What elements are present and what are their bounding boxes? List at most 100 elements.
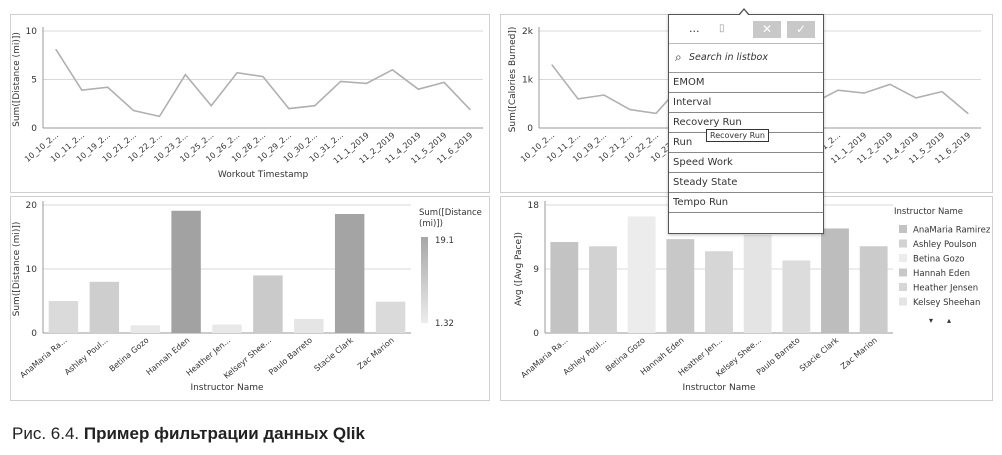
bar [666,239,695,333]
distance-bar-panel: 0 10 20 Sum([Distance (mi)]) AnaMaria Ra... A… [10,196,490,401]
y-axis-title: Avg ([Avg Pace]) [514,232,524,306]
data-point [391,69,394,71]
y-tick-label: 20 [26,201,38,211]
popup-arrow-fill [739,10,749,16]
bar [743,234,772,333]
data-point [577,98,579,100]
legend-item-label: Betina Gozo [913,255,965,265]
legend-scroll-down-icon: ▾ [929,316,933,325]
search-icon: ⌕ [675,50,682,64]
data-point [314,105,316,107]
y-tick-label: 0 [31,124,37,134]
bar [212,324,242,333]
bar [130,325,160,333]
x-tick-label: Ashley Poul... [63,336,110,377]
data-point [132,109,135,112]
listbox-item[interactable]: EMOM [669,73,823,93]
legend-item-label: Ashley Poulson [913,240,977,250]
cancel-selection-button[interactable]: ✕ [753,21,781,38]
data-point [184,74,186,76]
data-point [603,94,605,96]
y-tick-label: 1k [522,76,534,86]
listbox-popup: ... ▯ ✕ ✓ ⌕ Search in listbox EMOM Interv… [668,14,824,234]
data-point [340,80,342,83]
bar [859,246,888,333]
y-tick-label: 2k [522,27,534,37]
page-icon[interactable]: ▯ [719,23,725,34]
legend-swatch [899,297,907,306]
y-axis-title: Sum([Distance (mi)]) [12,222,22,317]
listbox-item[interactable]: Interval [669,93,823,113]
bar [821,228,849,333]
data-point [629,108,631,111]
legend-swatch [899,283,907,291]
caption-prefix: Рис. 6.4. [12,424,80,443]
listbox-toolbar: ... ▯ ✕ ✓ [669,15,823,44]
bar [589,246,617,333]
x-axis-title: Instructor Name [190,383,264,393]
bar [48,301,79,333]
data-point [915,97,917,99]
more-options-icon[interactable]: ... [689,22,700,35]
y-tick-label: 9 [533,265,539,275]
listbox-tooltip: Recovery Run [706,129,769,142]
data-point [889,83,891,85]
y-tick-label: 0 [31,329,37,339]
legend-min-label: 1.32 [435,319,454,329]
data-point [81,89,83,91]
x-tick-label: Stacie Clark [313,335,356,373]
legend-item-label: AnaMaria Ramirez [913,226,991,236]
data-point [107,86,109,88]
listbox-item[interactable]: Run [669,133,823,153]
pace-bar-chart: 0 9 18 Avg ([Avg Pace]) AnaMaria Ra... Ashley… [514,201,991,393]
legend-max-label: 19.1 [435,236,454,246]
y-tick-label: 0 [527,124,533,134]
legend-swatch [899,225,907,233]
x-tick-label: Zac Marion [839,336,879,372]
series-line [55,49,471,118]
confirm-selection-button[interactable]: ✓ [787,21,815,38]
listbox-search[interactable]: ⌕ Search in listbox [669,44,823,73]
bar [89,281,120,333]
legend-title-line1: Sum([Distance [419,208,482,218]
listbox-item[interactable]: Tempo Run [669,193,823,213]
listbox-item[interactable]: Speed Work [669,153,823,173]
legend-scroll-up-icon: ▴ [947,316,951,325]
y-tick-label: 0 [533,329,539,339]
listbox-item[interactable]: Steady State [669,173,823,193]
legend-swatch [899,254,907,262]
data-point [365,82,368,84]
data-point [288,108,290,110]
x-tick-label: AnaMaria Ra... [18,336,68,380]
x-tick-label: Betina Gozo [108,336,151,374]
data-point [551,64,553,66]
y-axis-title: Sum([Distance (mi)]) [12,32,22,127]
bar [550,241,579,333]
caption-title: Пример фильтрации данных Qlik [83,424,365,443]
x-tick-label: AnaMaria Ra... [519,336,569,380]
data-point [210,105,212,107]
x-tick-label: Stacie Clark [798,335,841,373]
bar [253,275,283,333]
legend-gradient [421,237,428,323]
y-tick-label: 5 [31,76,37,86]
bar [627,216,656,333]
bar [375,301,406,333]
data-point [941,91,943,93]
legend-title: Instructor Name [894,207,963,217]
legend-item-label: Kelsey Sheehan [913,298,980,308]
legend-item-label: Hannah Eden [913,269,970,279]
distance-bar-chart: 0 10 20 Sum([Distance (mi)]) AnaMaria Ra...A… [12,201,482,393]
search-placeholder: Search in listbox [689,52,768,63]
y-tick-label: 10 [26,27,38,37]
data-point [417,88,419,90]
legend-title-line2: (mi)]) [419,219,443,229]
x-axis-title: Instructor Name [682,383,756,393]
data-point [863,92,865,94]
figure-caption: Рис. 6.4. Пример фильтрации данных Qlik [12,424,365,444]
bar [705,251,733,333]
y-tick-label: 10 [26,265,38,275]
x-axis-title: Workout Timestamp [218,170,309,180]
x-tick-label: Zac Marion [356,336,396,372]
